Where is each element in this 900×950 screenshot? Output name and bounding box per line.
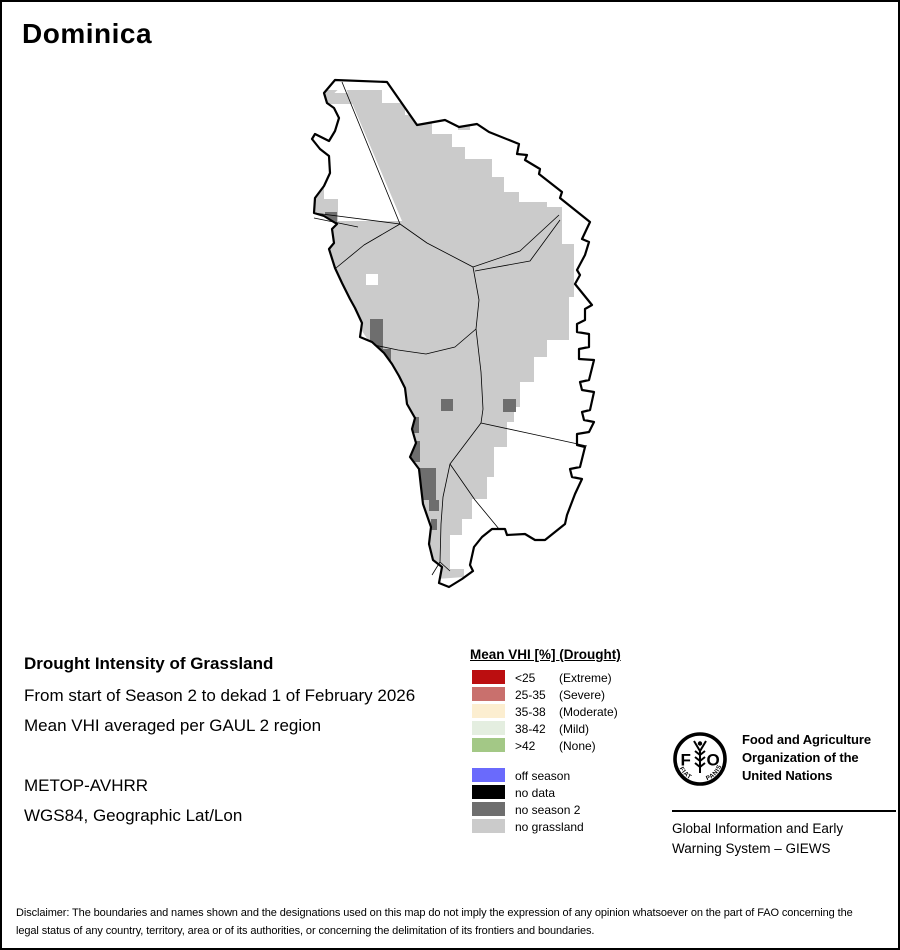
legend-swatch-no-data [472, 785, 505, 799]
no-season2-cell [370, 319, 383, 349]
legend-title: Mean VHI [%] (Drought) [470, 647, 621, 662]
legend-swatch-off-season [472, 768, 505, 782]
no-season2-cell [441, 399, 453, 411]
legend-status-label: no data [515, 786, 556, 800]
no-season2-cell [409, 441, 420, 462]
fao-wheat-ear-icon [693, 740, 707, 773]
info-heading: Drought Intensity of Grassland [24, 654, 274, 673]
legend-class-value: 25-35 [515, 688, 546, 702]
fao-org-name: Food and Agriculture Organization of the… [742, 731, 871, 785]
legend-swatch-no-season2 [472, 802, 505, 816]
no-season2-cell [396, 407, 408, 423]
legend-class-value: <25 [515, 671, 536, 685]
legend-class-value: >42 [515, 739, 536, 753]
legend-status-label: off season [515, 769, 571, 783]
info-period: From start of Season 2 to dekad 1 of Feb… [24, 686, 416, 705]
legend-class-qualifier: (Mild) [559, 722, 589, 736]
legend-class-value: 35-38 [515, 705, 546, 719]
legend-swatch-moderate [472, 704, 505, 718]
admin-boundaries [313, 81, 588, 576]
legend-class-qualifier: (Severe) [559, 688, 606, 702]
raster-hole [366, 274, 378, 285]
legend-swatch-no-grassland [472, 819, 505, 833]
no-season2-cell [419, 468, 436, 500]
info-aggregation: Mean VHI averaged per GAUL 2 region [24, 716, 322, 735]
legend-swatch-none [472, 738, 505, 752]
legend-class-value: 38-42 [515, 722, 546, 736]
legend-swatch-severe [472, 687, 505, 701]
disclaimer-text: Disclaimer: The boundaries and names sho… [16, 907, 853, 937]
page-title: Dominica [22, 18, 153, 49]
legend-swatch-extreme [472, 670, 505, 684]
no-season2-cell [429, 500, 439, 511]
map-svg [310, 78, 596, 589]
fao-logo-icon: F O FIAT PANIS [672, 731, 728, 787]
org-divider [672, 810, 896, 812]
no-season2-cell [431, 519, 437, 530]
giews-name-line2: Warning System – GIEWS [672, 841, 831, 856]
raster-cell [458, 118, 470, 130]
giews-name-line1: Global Information and Early [672, 821, 844, 836]
fao-org-name-line2: Organization of the [742, 750, 859, 765]
legend-swatch-mild [472, 721, 505, 735]
fao-letter-o: O [707, 751, 720, 770]
no-season2-cell [389, 381, 402, 409]
giews-name: Global Information and Early Warning Sys… [672, 819, 843, 859]
fao-org-name-line1: Food and Agriculture [742, 732, 871, 747]
no-season2-cell [323, 114, 336, 125]
legend-class-qualifier: (Moderate) [559, 705, 618, 719]
raster-cell [325, 93, 353, 104]
legend-status-label: no grassland [515, 820, 584, 834]
no-season2-cell [503, 399, 516, 412]
fao-wheat-grain [697, 741, 703, 746]
info-sensor: METOP-AVHRR [24, 776, 149, 795]
fao-letter-f: F [681, 751, 691, 770]
info-projection: WGS84, Geographic Lat/Lon [24, 806, 243, 825]
legend-class-qualifier: (Extreme) [559, 671, 612, 685]
map-dominica [292, 57, 622, 617]
fao-org-name-line3: United Nations [742, 768, 833, 783]
legend-class-qualifier: (None) [559, 739, 596, 753]
legend-status-label: no season 2 [515, 803, 581, 817]
island-coastline [310, 78, 596, 589]
